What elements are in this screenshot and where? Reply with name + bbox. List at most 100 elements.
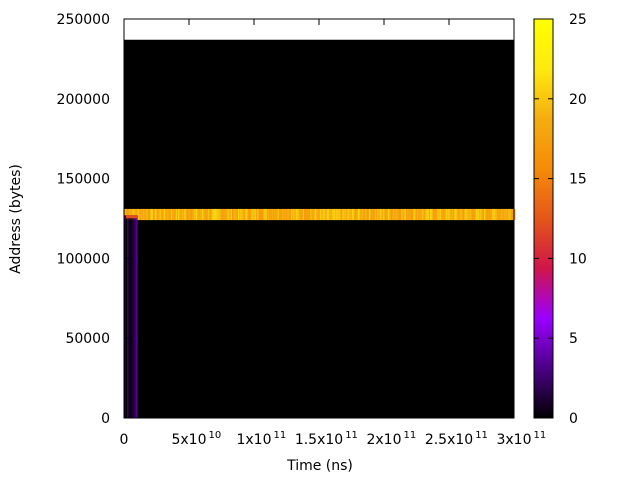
startup-band-cell: [125, 215, 128, 418]
hot-band-cell: [227, 208, 229, 221]
startup-band-cell: [131, 215, 134, 418]
y-tick-label: 250000: [57, 12, 110, 28]
hot-band-cell: [302, 208, 305, 221]
hot-band-cell: [379, 208, 382, 221]
hot-band-cell: [475, 208, 478, 221]
hot-band-cell: [308, 208, 311, 221]
hot-band-cell: [361, 208, 364, 221]
hot-band-cell: [342, 208, 344, 221]
hot-band-cell: [238, 208, 240, 221]
hot-band-cell: [157, 208, 160, 221]
hot-band-cell: [364, 208, 366, 221]
hot-band-cell: [164, 208, 167, 221]
hot-band-cell: [406, 208, 408, 221]
hot-band-cell: [191, 208, 193, 221]
hot-band-cell: [455, 208, 457, 221]
hot-band-cell: [466, 208, 468, 221]
hot-band-cell: [236, 208, 239, 221]
hot-band-cell: [229, 208, 232, 221]
hot-band-cell: [136, 208, 138, 221]
hot-band-cell: [457, 208, 460, 221]
hot-band-cell: [260, 208, 263, 221]
startup-band-cell: [126, 215, 137, 219]
hot-band-cell: [204, 208, 206, 221]
hot-band-cell: [476, 208, 479, 221]
hot-band-cell: [458, 208, 461, 221]
hot-band-cell: [486, 208, 488, 221]
hot-band-cell: [143, 208, 145, 221]
hot-band-cell: [170, 208, 173, 221]
hot-band-cell: [462, 208, 464, 221]
hot-band-cell: [266, 208, 269, 221]
x-axis-ticks: 0 5x10 10 1x10 11 1.5x10 11 2x10 11 2.5x10 11 3x10 1…: [120, 19, 546, 448]
hot-band-cell: [251, 208, 253, 221]
y-axis-title: Address (bytes): [8, 164, 24, 274]
hot-band-cell: [491, 208, 493, 221]
hot-band-cell: [226, 208, 228, 221]
hot-band-cell: [228, 208, 230, 221]
hot-band-cell: [474, 208, 476, 221]
hot-band-cell: [134, 208, 137, 221]
hot-band-cell: [448, 208, 450, 221]
hot-band-cell: [288, 208, 290, 221]
hot-band-cell: [431, 208, 433, 221]
hot-band-cell: [428, 208, 431, 221]
hot-band-cell: [366, 208, 368, 221]
hot-band-cell: [324, 208, 326, 221]
hot-band-cell: [412, 208, 414, 221]
hot-band-cell: [432, 208, 434, 221]
hot-band-cell: [196, 208, 198, 221]
colorbar-ticks: 0 5 10 15 20 25: [534, 12, 587, 427]
hot-band-cell: [449, 208, 451, 221]
startup-band-cell: [136, 215, 138, 418]
hot-band-cell: [488, 208, 491, 221]
hot-band-cell: [356, 208, 359, 221]
hot-band-cell: [274, 208, 276, 221]
hot-band-cell: [326, 208, 329, 221]
hot-band-cell: [206, 208, 209, 221]
hot-band-cell: [468, 208, 470, 221]
x-tick-label: 2x10: [366, 432, 401, 448]
hot-band-cell: [193, 208, 196, 221]
hot-band-cell: [481, 208, 484, 221]
hot-band-cell: [281, 208, 283, 221]
hot-band-cell: [494, 208, 497, 221]
hot-band-cell: [264, 208, 266, 221]
startup-band-cell: [133, 215, 135, 418]
hot-band-cell: [156, 208, 158, 221]
hot-band-cell: [224, 208, 227, 221]
hot-band-cell: [163, 208, 166, 221]
hot-band-cell: [155, 208, 157, 221]
hot-band-cell: [241, 208, 244, 221]
hot-band-cell: [181, 208, 184, 221]
hot-band-cell: [473, 208, 475, 221]
hot-band-cell: [472, 208, 474, 221]
hot-band-cell: [244, 208, 246, 221]
hot-band-cell: [299, 208, 301, 221]
hot-band-cell: [277, 208, 280, 221]
hot-band-cell: [452, 208, 455, 221]
hot-band-cell: [145, 208, 148, 221]
hot-band-cell: [298, 208, 300, 221]
hot-band-cell: [331, 208, 334, 221]
hot-band-cell: [502, 208, 504, 221]
hot-band-cell: [166, 208, 168, 221]
hot-band-cell: [174, 208, 176, 221]
hot-band-cell: [250, 208, 252, 221]
hot-band-cell: [232, 208, 234, 221]
hot-band-cell: [484, 208, 486, 221]
hot-band-cell: [348, 208, 350, 221]
hot-band-cell: [373, 208, 376, 221]
hot-band: [124, 208, 516, 221]
hot-band-cell: [420, 208, 422, 221]
hot-band-cell: [295, 208, 298, 221]
hot-band-cell: [306, 208, 308, 221]
hot-band-cell: [292, 208, 294, 221]
y-tick-label: 0: [101, 411, 110, 427]
hot-band-cell: [169, 208, 172, 221]
hot-band-cell: [216, 208, 218, 221]
hot-band-cell: [461, 208, 463, 221]
hot-band-cell: [184, 208, 186, 221]
hot-band-cell: [257, 208, 259, 221]
hot-band-cell: [470, 208, 473, 221]
